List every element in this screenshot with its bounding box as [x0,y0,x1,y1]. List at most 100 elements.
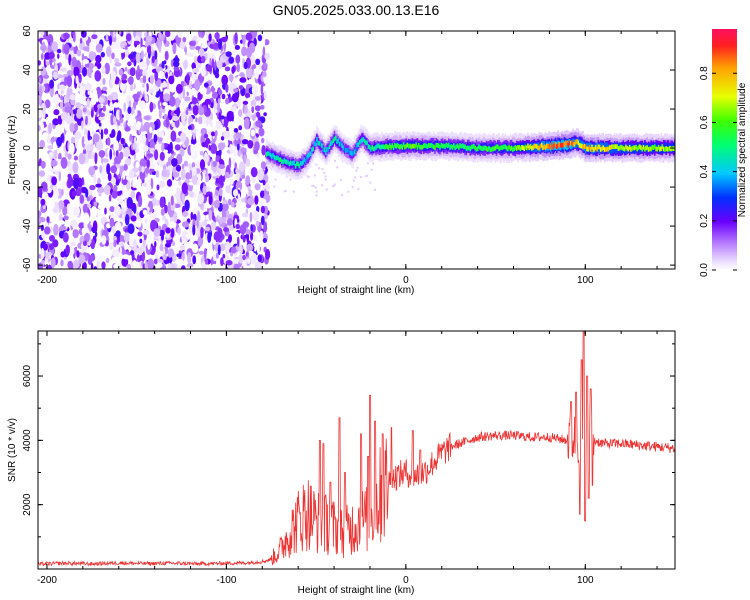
noise-blob [189,190,194,198]
noise-blob [79,164,84,171]
ridge-cell [483,145,485,151]
noise-speck [312,185,315,188]
noise-blob [130,190,136,199]
noise-blob [72,177,80,190]
ridge-cell [265,151,268,157]
noise-blob [254,183,261,191]
noise-blob [164,242,172,248]
ridge-cell [541,142,543,148]
noise-blob [153,133,158,143]
noise-blob [145,178,151,186]
ridge-cell [638,144,641,150]
noise-blob [96,140,103,151]
noise-speck [372,162,375,165]
ridge-cell [672,146,675,151]
noise-blob [241,139,249,145]
noise-blob [95,54,102,63]
noise-blob [194,79,201,91]
noise-blob [214,32,220,40]
noise-blob [222,199,228,205]
noise-blob [218,38,223,50]
noise-blob [40,181,48,191]
noise-speck [347,190,350,193]
ridge-cell [628,145,631,150]
ridge-cell [588,145,591,150]
noise-blob [60,259,64,267]
noise-blob [120,195,126,200]
noise-blob [236,63,240,73]
ridge-cell [361,137,363,143]
ridge-cell [583,144,586,149]
noise-blob [223,130,230,139]
ridge-cell [397,143,400,149]
ridge-cell [584,144,587,154]
noise-blob [158,70,163,76]
noise-blob [49,58,53,66]
noise-blob [97,103,102,109]
ridge-cell [640,145,642,151]
noise-blob [217,215,221,220]
noise-blob [192,224,196,236]
noise-blob [84,176,89,184]
noise-speck [367,162,370,165]
noise-blob [208,209,213,221]
noise-blob [225,103,230,109]
ridge-cell [538,145,540,151]
noise-blob [95,195,102,203]
ridge-cell [337,138,340,143]
noise-blob [40,247,45,260]
noise-blob [199,48,205,58]
noise-blob [183,160,189,167]
noise-blob [235,202,242,207]
ridge-cell [357,142,360,148]
noise-blob [181,111,186,124]
ridge-cell [380,144,382,150]
ridge-cell [414,143,416,149]
noise-blob [79,194,85,204]
noise-blob [150,162,155,170]
noise-blob [201,68,206,77]
noise-blob [170,111,175,116]
noise-blob [46,216,50,224]
x-tick-label: -200 [37,275,57,286]
noise-blob [98,255,103,261]
noise-blob [246,243,254,252]
noise-blob [70,136,76,144]
noise-blob [225,184,231,194]
noise-blob [124,158,132,166]
noise-blob [38,77,42,83]
ridge-cell [671,146,674,151]
ridge-cell [522,145,524,150]
noise-blob [49,235,55,242]
noise-blob [136,254,141,263]
ridge-cell [571,140,573,145]
noise-blob [250,231,254,241]
ridge-cell [382,144,385,150]
noise-blob [103,128,109,135]
ridge-cell [301,161,303,166]
noise-blob [237,193,241,202]
noise-blob [176,253,182,258]
figure-title: GN05.2025.033.00.13.E16 [273,2,440,18]
noise-blob [216,81,223,87]
noise-blob [144,93,148,102]
noise-blob [186,233,192,239]
ridge-cell [340,141,342,146]
noise-blob [247,197,255,206]
ridge-cell [620,144,622,150]
snr-x-ticks: -200 -100 0 100 [37,331,658,586]
ridge-cell [665,146,667,151]
ridge-cell [390,145,392,150]
noise-blob [128,53,135,60]
noise-blob [234,162,237,170]
ridge-cell [366,140,368,146]
noise-speck [315,163,318,166]
noise-blob [170,228,175,238]
noise-blob [87,90,91,95]
noise-blob [243,263,248,269]
ridge-cell [318,140,321,146]
ridge-cell [559,142,562,148]
noise-blob [232,144,239,157]
ridge-cell [481,146,484,152]
